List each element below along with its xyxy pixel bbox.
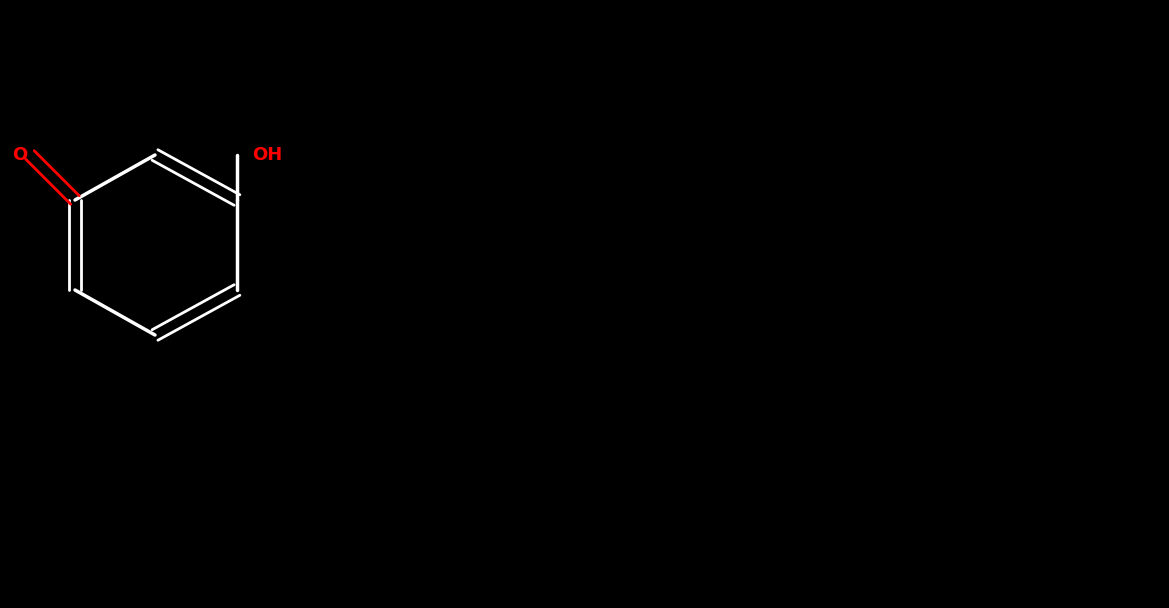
Text: OH: OH xyxy=(253,146,282,164)
Text: O: O xyxy=(13,146,28,164)
